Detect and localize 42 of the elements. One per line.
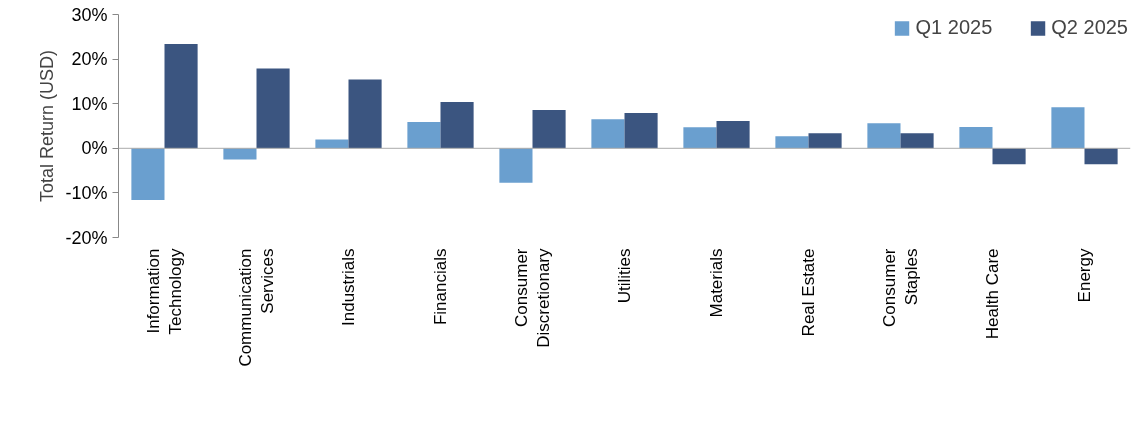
bar <box>440 101 474 149</box>
x-tick-label: Utilities <box>615 248 634 304</box>
x-tick-label: Energy <box>1075 248 1094 303</box>
y-tick-label: 30% <box>71 4 108 25</box>
bar <box>164 43 198 149</box>
bar <box>256 68 290 149</box>
y-tick-label: -10% <box>65 182 108 203</box>
bar <box>1084 148 1118 165</box>
bar <box>775 136 809 149</box>
bar <box>348 79 382 149</box>
y-tick-label: 0% <box>81 138 108 159</box>
bar <box>532 109 566 149</box>
legend-label: Q2 2025 <box>1051 16 1128 39</box>
bar <box>624 113 658 149</box>
bar <box>315 139 349 149</box>
bar <box>900 133 934 149</box>
bar <box>591 119 625 149</box>
bar <box>867 123 901 149</box>
x-tick-label: Real Estate <box>799 248 818 337</box>
x-tick-label: Consumer Staples <box>879 248 922 327</box>
x-tick-label: Financials <box>431 248 450 326</box>
bar <box>959 126 993 149</box>
x-tick-label: Health Care <box>983 248 1002 340</box>
x-tick-label: Industrials <box>339 248 358 326</box>
bar <box>131 148 165 201</box>
bar <box>223 148 257 160</box>
x-tick-label: Communication Services <box>235 248 278 367</box>
y-axis-title: Total Return (USD) <box>37 49 58 203</box>
bar <box>1051 107 1085 149</box>
y-tick-label: 10% <box>71 93 108 114</box>
y-tick-label: -20% <box>65 227 108 248</box>
x-tick-label: Information Technology <box>143 248 186 335</box>
y-tick-label: 20% <box>71 49 108 70</box>
bar <box>808 133 842 149</box>
bar <box>716 121 750 149</box>
bar <box>499 148 533 183</box>
bar <box>407 121 441 149</box>
x-tick-label: Consumer Discretionary <box>511 248 554 348</box>
x-tick-label: Materials <box>707 248 726 318</box>
bar <box>992 148 1026 165</box>
legend-label: Q1 2025 <box>915 16 993 39</box>
bar <box>683 127 717 149</box>
